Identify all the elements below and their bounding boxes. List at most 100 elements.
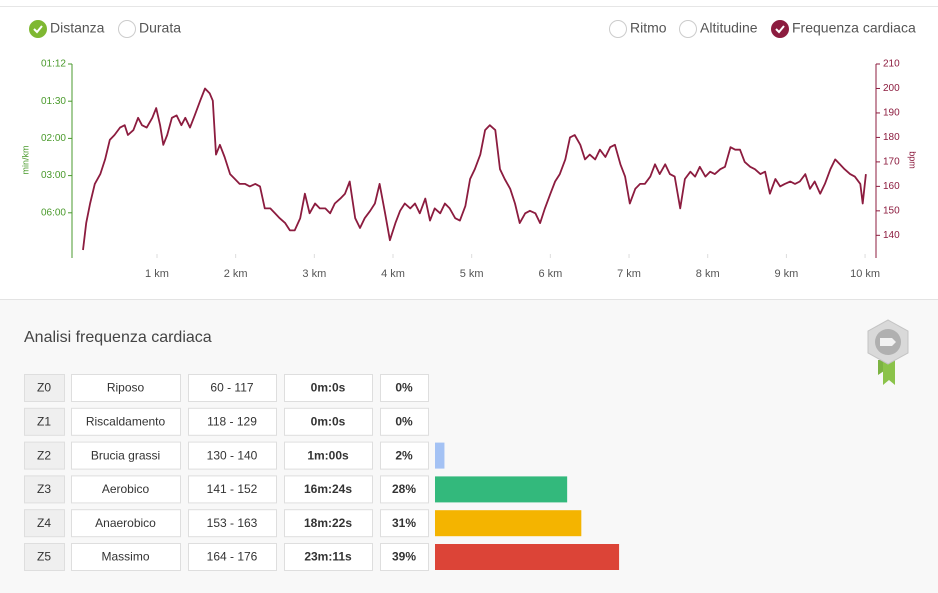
zone-cell xyxy=(24,374,65,402)
table-cell xyxy=(71,543,181,571)
cell-text: 16m:24s xyxy=(304,482,352,496)
zone-label: Z0 xyxy=(37,381,51,395)
percent-label: 0% xyxy=(395,381,413,395)
heart-rate-line xyxy=(82,87,867,251)
x-tick-label: 7 km xyxy=(617,268,641,280)
cell-text: Aerobico xyxy=(102,482,150,496)
toggle-circle xyxy=(679,20,697,38)
y-tick-label: 02:00 xyxy=(41,133,66,144)
toggle-label: Frequenza cardiaca xyxy=(792,20,916,36)
y2-tick-label: 170 xyxy=(883,157,900,168)
table-cell xyxy=(188,441,277,470)
table-cell xyxy=(380,407,429,436)
zone-cell xyxy=(24,475,65,504)
table-cell xyxy=(71,374,181,402)
y-tick-label: 06:00 xyxy=(41,207,66,218)
table-cell xyxy=(284,441,373,470)
zone-label: Z3 xyxy=(37,482,51,496)
table-cell xyxy=(284,475,373,504)
zone-cell xyxy=(24,441,65,470)
x-tick-label: 3 km xyxy=(302,268,326,280)
cell-text: 141 - 152 xyxy=(207,482,258,496)
cell-text: Riposo xyxy=(107,381,145,395)
table-cell xyxy=(380,441,429,470)
zone-bar xyxy=(435,442,445,469)
zone-cell xyxy=(24,407,65,436)
cell-text: 60 - 117 xyxy=(210,381,253,395)
zone-label: Z4 xyxy=(37,516,51,530)
cell-text: Massimo xyxy=(101,550,149,564)
toggle-label: Ritmo xyxy=(630,20,667,36)
cell-text: 164 - 176 xyxy=(207,550,258,564)
cell-text: 130 - 140 xyxy=(207,448,258,462)
y-tick-label: 03:00 xyxy=(41,170,66,181)
table-cell xyxy=(188,509,277,538)
table-cell xyxy=(284,509,373,538)
x-tick-label: 9 km xyxy=(774,268,798,280)
table-cell xyxy=(71,509,181,538)
y2-tick-label: 150 xyxy=(883,205,900,216)
table-cell xyxy=(284,543,373,571)
table-cell xyxy=(284,407,373,436)
cell-text: 1m:00s xyxy=(307,448,349,462)
zone-bar xyxy=(435,544,620,570)
y2-tick-label: 190 xyxy=(883,108,900,119)
y2-tick-label: 160 xyxy=(883,181,900,192)
table-cell xyxy=(188,374,277,402)
y2-tick-label: 180 xyxy=(883,132,900,143)
x-tick-label: 2 km xyxy=(224,268,248,280)
cell-text: 23m:11s xyxy=(304,550,352,564)
y2-tick-label: 210 xyxy=(883,59,900,70)
x-tick-label: 8 km xyxy=(696,268,720,280)
zone-label: Z5 xyxy=(37,550,51,564)
y-axis-title: min/km xyxy=(20,146,30,175)
cell-text: 153 - 163 xyxy=(207,516,258,530)
toggle-label: Durata xyxy=(139,20,181,36)
percent-label: 31% xyxy=(392,516,416,530)
table-cell xyxy=(71,475,181,504)
zone-cell xyxy=(24,509,65,538)
x-tick-label: 6 km xyxy=(538,268,562,280)
x-tick-label: 1 km xyxy=(145,268,169,280)
zone-label: Z1 xyxy=(37,414,51,428)
y-tick-label: 01:30 xyxy=(41,96,66,107)
table-cell xyxy=(284,374,373,402)
zone-bar xyxy=(435,476,568,503)
y2-tick-label: 140 xyxy=(883,230,900,241)
toggle-circle xyxy=(29,20,47,38)
percent-label: 2% xyxy=(395,448,413,462)
y-tick-label: 01:12 xyxy=(41,59,66,70)
percent-label: 28% xyxy=(392,482,416,496)
table-cell xyxy=(71,441,181,470)
table-cell xyxy=(380,475,429,504)
toggle-circle xyxy=(118,20,136,38)
analysis-title: Analisi frequenza cardiaca xyxy=(24,329,212,346)
cell-text: 118 - 129 xyxy=(207,414,257,428)
y2-axis-title: bpm xyxy=(908,151,918,169)
x-tick-label: 5 km xyxy=(460,268,484,280)
x-tick-label: 4 km xyxy=(381,268,405,280)
toggle-circle xyxy=(609,20,627,38)
toggle-check xyxy=(775,25,785,34)
cell-text: 0m:0s xyxy=(311,414,346,428)
table-cell xyxy=(188,475,277,504)
table-cell xyxy=(188,407,277,436)
zone-label: Z2 xyxy=(37,448,51,462)
toggle-circle xyxy=(771,20,789,38)
percent-label: 39% xyxy=(392,550,416,564)
percent-label: 0% xyxy=(395,414,413,428)
cell-text: Anaerobico xyxy=(95,516,156,530)
cell-text: 18m:22s xyxy=(304,516,352,530)
toggle-label: Distanza xyxy=(50,20,105,36)
y2-tick-label: 200 xyxy=(883,83,900,94)
x-tick-label: 10 km xyxy=(850,268,880,280)
toggle-check xyxy=(33,25,43,34)
badge xyxy=(867,319,909,385)
zone-cell xyxy=(24,543,65,571)
table-cell xyxy=(380,543,429,571)
cell-text: Brucia grassi xyxy=(91,448,160,462)
table-cell xyxy=(188,543,277,571)
zone-bar xyxy=(435,510,582,537)
table-cell xyxy=(71,407,181,436)
